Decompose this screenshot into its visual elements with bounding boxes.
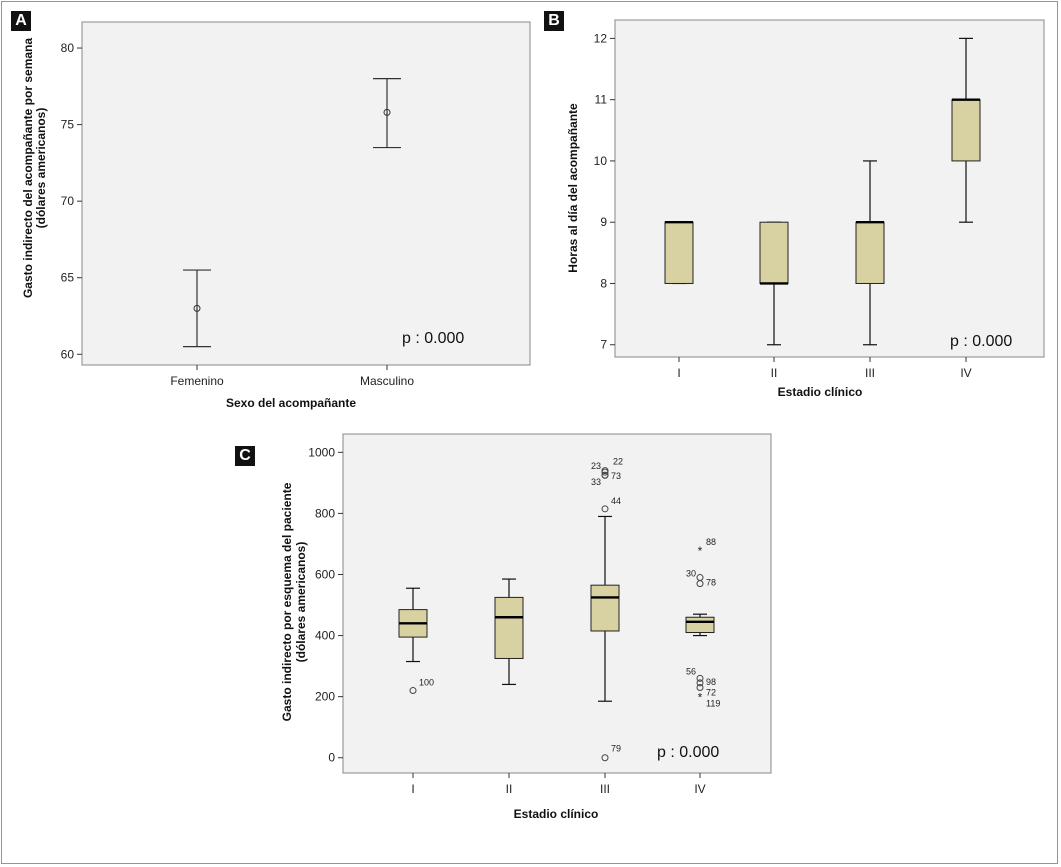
x-tick-label: II: [771, 366, 778, 380]
y-tick-label: 65: [61, 271, 75, 285]
mean-point-masculino: [383, 108, 391, 116]
outlier-label: 72: [706, 687, 716, 697]
outlier-label: 56: [686, 666, 696, 676]
outlier-label: 33: [591, 477, 601, 487]
plot-area: [81, 21, 531, 366]
box-iv: [685, 616, 715, 634]
outlier-label: 30: [686, 569, 696, 579]
plot-area: [342, 433, 772, 774]
y-axis-title-line1: Gasto indirecto del acompañante por sema…: [21, 38, 35, 298]
outlier-point: [601, 505, 609, 513]
y-tick-label: 75: [61, 118, 75, 132]
y-tick-label: 70: [61, 194, 75, 208]
mean-point-femenino: [193, 304, 201, 312]
y-tick-label: 600: [315, 567, 335, 581]
outlier-label: 100: [419, 678, 434, 688]
y-axis-title-line2: (dólares americanos): [294, 542, 308, 663]
x-axis-title: Estadio clínico: [514, 807, 599, 821]
y-tick-label: 10: [594, 154, 608, 168]
x-tick-label: III: [600, 782, 610, 796]
outlier-point: [696, 683, 704, 691]
x-tick-label: II: [506, 782, 513, 796]
x-tick-label: I: [677, 366, 680, 380]
box-iii: [590, 584, 620, 632]
outlier-star: *: [698, 544, 703, 558]
y-tick-label: 80: [61, 41, 75, 55]
y-axis-title: Horas al día del acompañante: [566, 103, 580, 273]
x-tick-label: Femenino: [170, 374, 224, 388]
x-tick-label: IV: [960, 366, 971, 380]
outlier-label: 73: [611, 471, 621, 481]
outlier-point: [696, 674, 704, 682]
y-tick-label: 400: [315, 629, 335, 643]
y-axis-title-line1: Gasto indirecto por esquema del paciente: [280, 482, 294, 721]
panel-label-a: A: [11, 11, 31, 31]
y-tick-label: 800: [315, 506, 335, 520]
y-tick-label: 9: [600, 215, 607, 229]
y-tick-label: 200: [315, 690, 335, 704]
outlier-label: 44: [611, 496, 621, 506]
y-tick-label: 60: [61, 347, 75, 361]
x-axis-title: Sexo del acompañante: [226, 396, 356, 410]
outlier-point: [601, 471, 609, 479]
y-tick-label: 8: [600, 276, 607, 290]
p-value-annotation: p : 0.000: [402, 330, 464, 347]
y-tick-label: 7: [600, 338, 607, 352]
x-tick-label: I: [411, 782, 414, 796]
outlier-point: [601, 468, 609, 476]
panel-label-b: B: [544, 11, 564, 31]
chart-a: 60 65 70 75 80 Femenino Masculino Gasto indir…: [21, 21, 531, 410]
outlier-label: 23: [591, 461, 601, 471]
box-ii: [494, 596, 524, 659]
x-tick-label: IV: [694, 782, 705, 796]
y-tick-label: 12: [594, 31, 608, 45]
box-ii: [759, 221, 789, 284]
box-i: [664, 221, 694, 284]
outlier-point: [696, 679, 704, 687]
y-tick-label: 0: [328, 751, 335, 765]
y-axis-title-line2: (dólares americanos): [34, 108, 48, 229]
outlier-label: 78: [706, 578, 716, 588]
outlier-label: 88: [706, 537, 716, 547]
y-tick-label: 11: [595, 93, 608, 107]
y-tick-label: 1000: [308, 445, 335, 459]
box-iii: [855, 221, 885, 284]
panel-label-c: C: [235, 446, 255, 466]
box-iv: [951, 99, 981, 162]
p-value-annotation: p : 0.000: [950, 333, 1012, 350]
x-axis-title: Estadio clínico: [778, 385, 863, 399]
outlier-label: 22: [613, 457, 623, 467]
outlier-label: 79: [611, 744, 621, 754]
outlier-star: *: [698, 691, 703, 705]
plot-area: [614, 19, 1045, 358]
outlier-point: [601, 754, 609, 762]
x-tick-label: III: [865, 366, 875, 380]
outlier-point: [696, 580, 704, 588]
outlier-label: 119: [706, 699, 720, 709]
p-value-annotation: p : 0.000: [657, 744, 719, 761]
outlier-point: [409, 687, 417, 695]
x-tick-label: Masculino: [360, 374, 414, 388]
outlier-label: 98: [706, 677, 716, 687]
